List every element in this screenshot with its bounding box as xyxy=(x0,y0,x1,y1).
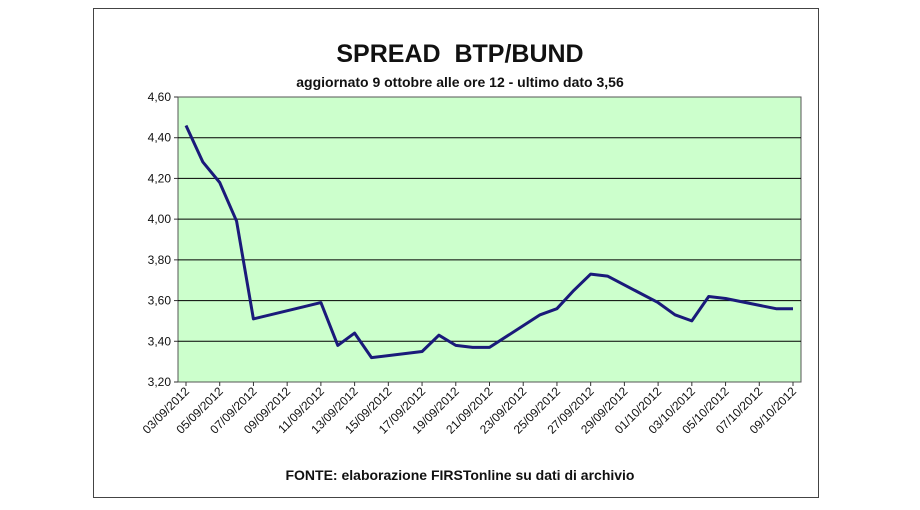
chart-title: SPREAD BTP/BUND xyxy=(336,40,584,68)
chart-source: FONTE: elaborazione FIRSTonline su dati … xyxy=(285,467,635,483)
y-tick-label: 3,40 xyxy=(148,334,172,348)
x-axis-ticks: 03/09/201205/09/201207/09/201209/09/2012… xyxy=(140,382,799,437)
y-tick-label: 4,60 xyxy=(148,90,172,104)
spread-series-line xyxy=(184,124,793,360)
y-tick-label: 3,20 xyxy=(148,375,172,389)
y-axis-ticks: 3,20 3,40 3,60 3,80 4,00 4,20 4,40 4,60 xyxy=(148,90,178,389)
y-tick-label: 3,80 xyxy=(148,253,172,267)
plot-area xyxy=(177,96,802,383)
y-tick-label: 4,20 xyxy=(148,171,172,185)
y-tick-label: 4,40 xyxy=(148,131,172,145)
y-tick-label: 3,60 xyxy=(148,294,172,308)
chart-subtitle: aggiornato 9 ottobre alle ore 12 - ultim… xyxy=(296,74,624,90)
gridlines xyxy=(178,137,801,342)
y-tick-label: 4,00 xyxy=(148,212,172,226)
